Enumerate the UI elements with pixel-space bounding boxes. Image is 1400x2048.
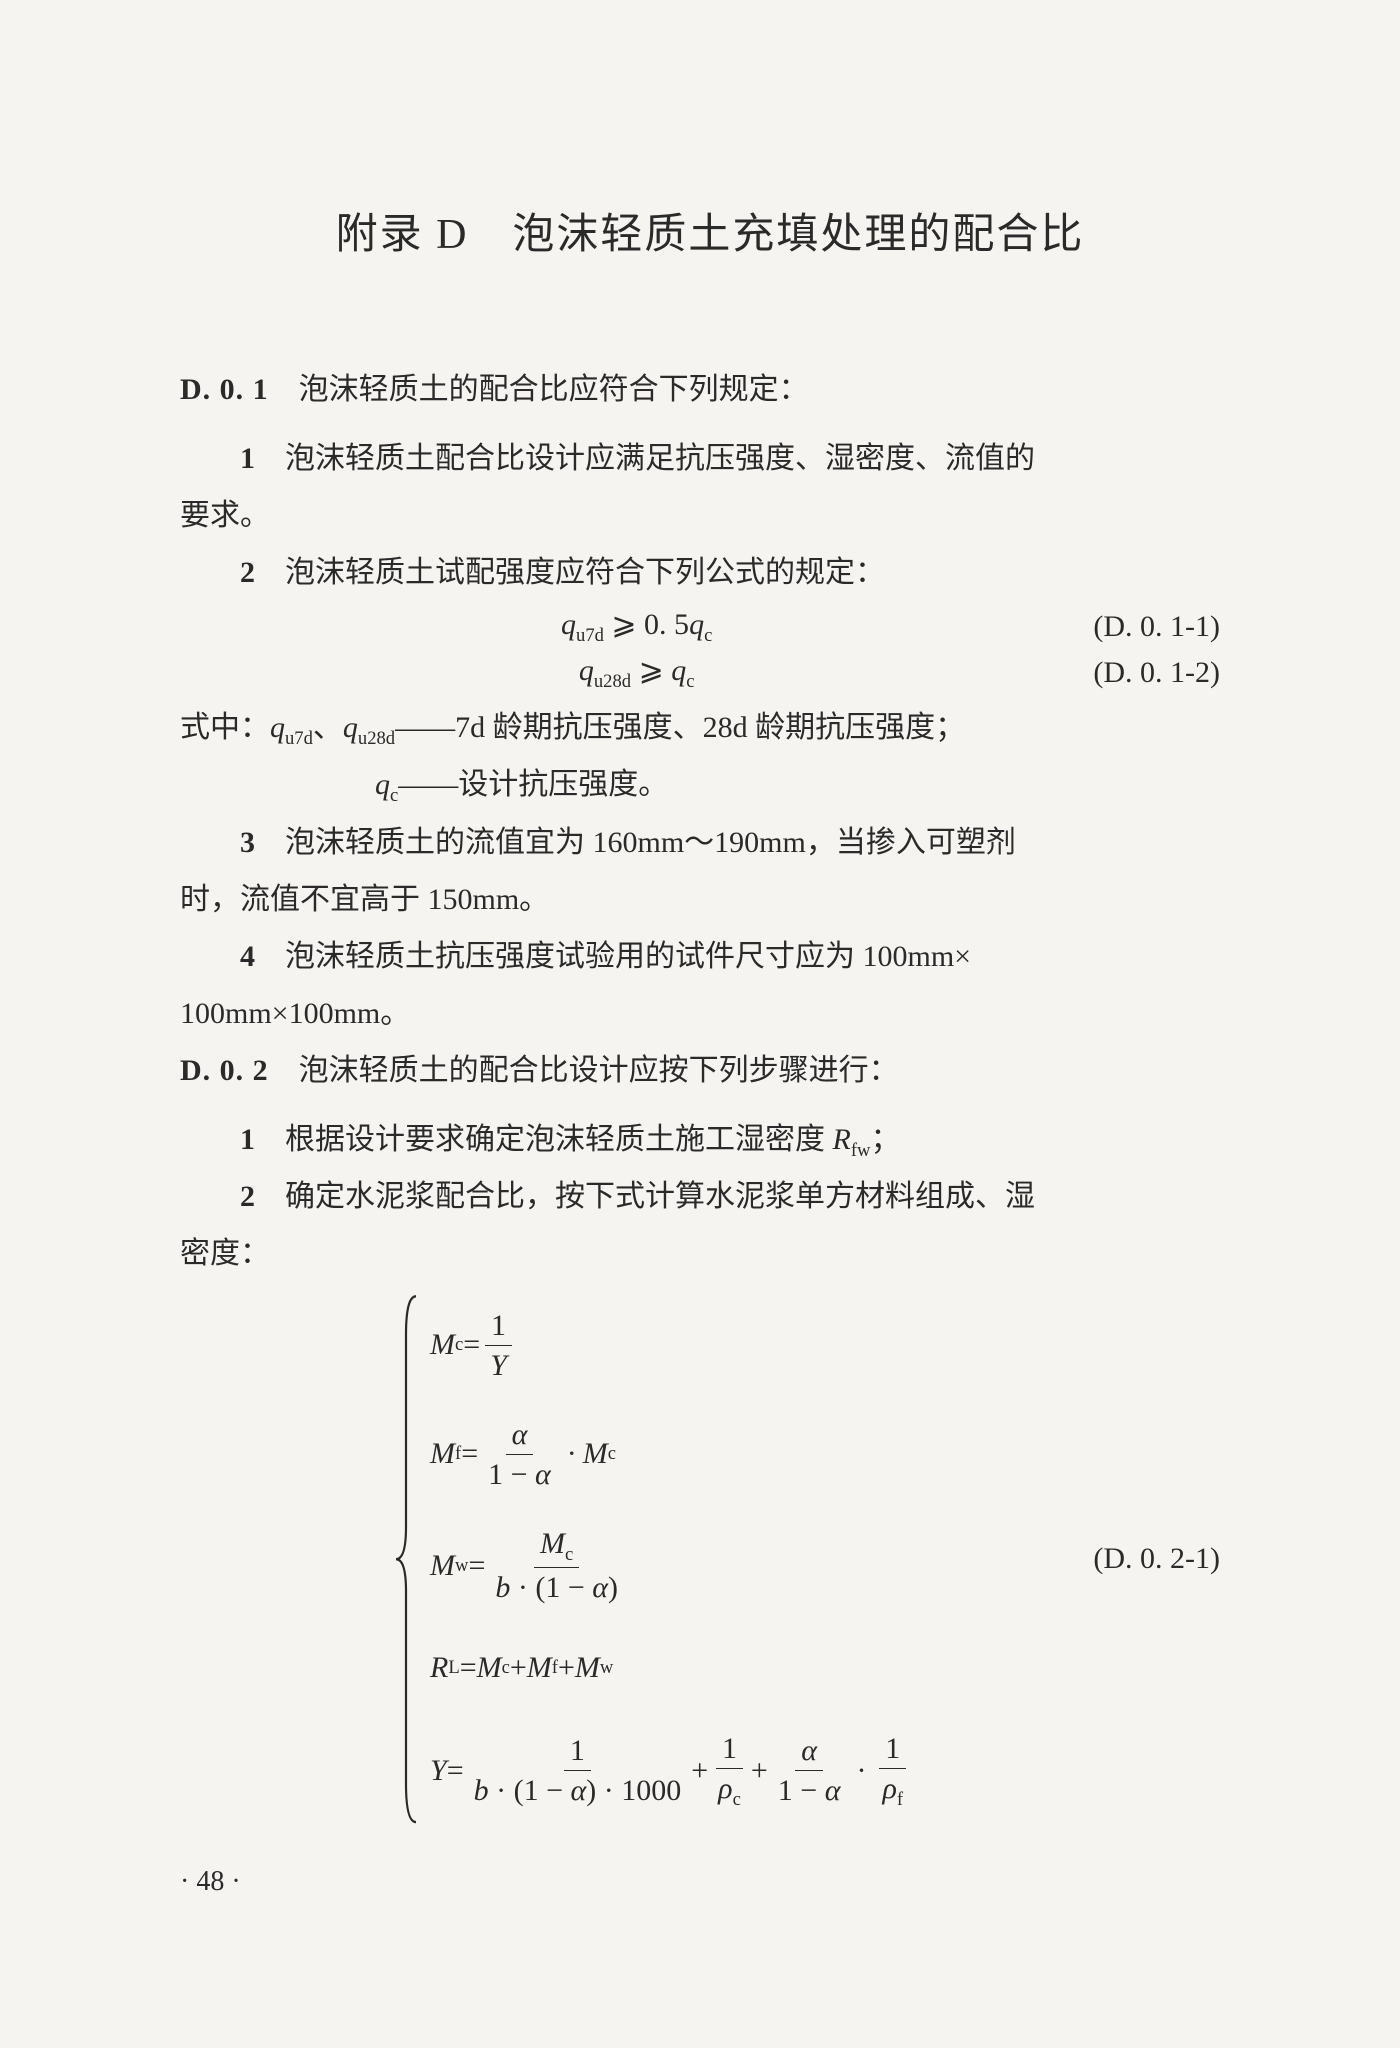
item-number: 3	[240, 826, 255, 859]
section-number: D. 0. 1	[180, 373, 269, 406]
d01-item4: 4 泡沫轻质土抗压强度试验用的试件尺寸应为 100mm×	[180, 928, 1240, 985]
item-text: 泡沫轻质土配合比设计应满足抗压强度、湿密度、流值的	[285, 442, 1035, 475]
equation-d012: qu28d ⩾ qc (D. 0. 1-2)	[180, 653, 1240, 693]
item-text: 泡沫轻质土试配强度应符合下列公式的规定：	[285, 556, 885, 589]
page-number: · 48 ·	[180, 1866, 241, 1898]
equation-body: qu28d ⩾ qc	[180, 653, 1093, 693]
item-number: 2	[240, 556, 255, 589]
equation-label: (D. 0. 1-2)	[1093, 656, 1240, 690]
equation-system-d021: Mc = 1Y Mf = α1 − α · Mc Mw = Mc b · (1 …	[180, 1292, 1240, 1826]
sys-eq-5: Y = 1 b · (1 − α) · 1000 + 1 ρc + α 1 − …	[430, 1729, 913, 1812]
where-line-1: 式中：qu7d、qu28d——7d 龄期抗压强度、28d 龄期抗压强度；	[180, 699, 1240, 756]
equation-system-body: Mc = 1Y Mf = α1 − α · Mc Mw = Mc b · (1 …	[422, 1292, 913, 1826]
equation-label: (D. 0. 1-1)	[1093, 610, 1240, 644]
equation-d011: qu7d ⩾ 0. 5qc (D. 0. 1-1)	[180, 607, 1240, 647]
appendix-title: 附录 D 泡沫轻质土充填处理的配合比	[180, 200, 1240, 261]
item-text: 根据设计要求确定泡沫轻质土施工湿密度	[285, 1123, 833, 1156]
item-number: 1	[240, 1123, 255, 1156]
d02-item2-cont: 密度：	[180, 1225, 1240, 1282]
sys-eq-4: RL = Mc + Mf + Mw	[430, 1637, 913, 1699]
d01-item3-cont: 时，流值不宜高于 150mm。	[180, 871, 1240, 928]
item-number: 4	[240, 940, 255, 973]
d01-item4-cont: 100mm×100mm。	[180, 985, 1240, 1042]
d01-item3: 3 泡沫轻质土的流值宜为 160mm～190mm，当掺入可塑剂	[180, 814, 1240, 871]
section-d02-head: D. 0. 2 泡沫轻质土的配合比设计应按下列步骤进行：	[180, 1042, 1240, 1099]
section-number: D. 0. 2	[180, 1054, 269, 1087]
d01-item1-cont: 要求。	[180, 487, 1240, 544]
section-d01-head: D. 0. 1 泡沫轻质土的配合比应符合下列规定：	[180, 361, 1240, 418]
where-line-2: qc——设计抗压强度。	[180, 756, 1240, 813]
item-text: 泡沫轻质土的流值宜为 160mm～190mm，当掺入可塑剂	[285, 826, 1016, 859]
item-text: 确定水泥浆配合比，按下式计算水泥浆单方材料组成、湿	[285, 1180, 1035, 1213]
sys-eq-3: Mw = Mc b · (1 − α)	[430, 1524, 913, 1607]
sys-eq-1: Mc = 1Y	[430, 1306, 913, 1385]
sys-eq-2: Mf = α1 − α · Mc	[430, 1415, 913, 1494]
left-brace-icon	[390, 1292, 422, 1826]
section-text: 泡沫轻质土的配合比应符合下列规定：	[269, 373, 809, 406]
item-number: 1	[240, 442, 255, 475]
section-text: 泡沫轻质土的配合比设计应按下列步骤进行：	[269, 1054, 899, 1087]
d02-item2: 2 确定水泥浆配合比，按下式计算水泥浆单方材料组成、湿	[180, 1168, 1240, 1225]
d02-item1: 1根据设计要求确定泡沫轻质土施工湿密度 Rfw；	[180, 1111, 1240, 1168]
equation-label: (D. 0. 2-1)	[1093, 1542, 1240, 1576]
item-number: 2	[240, 1180, 255, 1213]
equation-body: qu7d ⩾ 0. 5qc	[180, 607, 1093, 647]
d01-item2: 2 泡沫轻质土试配强度应符合下列公式的规定：	[180, 544, 1240, 601]
d01-item1: 1 泡沫轻质土配合比设计应满足抗压强度、湿密度、流值的	[180, 430, 1240, 487]
item-text: 泡沫轻质土抗压强度试验用的试件尺寸应为 100mm×	[285, 940, 971, 973]
